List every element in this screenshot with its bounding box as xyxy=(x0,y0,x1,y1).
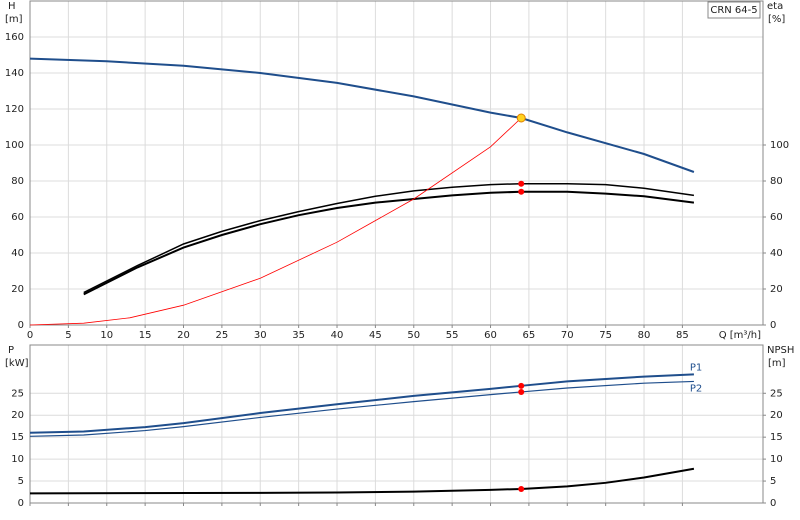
curve xyxy=(83,182,695,294)
y-tick-label: 80 xyxy=(11,176,24,187)
x-tick-label: 40 xyxy=(331,330,344,341)
x-tick-label: 60 xyxy=(484,330,497,341)
legend-box xyxy=(707,1,761,19)
y-tick-label: 0 xyxy=(18,498,24,509)
x-axis-label: Q [m³/h] xyxy=(719,330,761,341)
y-axis-unit: [m] xyxy=(5,14,23,25)
curve xyxy=(29,373,694,434)
y2-tick-label: 0 xyxy=(770,498,776,509)
operating-point xyxy=(518,485,525,492)
y2-tick-label: 80 xyxy=(770,176,783,187)
y-axis-unit: [kW] xyxy=(5,358,29,369)
y2-axis-unit: [m] xyxy=(768,358,786,369)
x-tick-label: 30 xyxy=(254,330,267,341)
y-tick-label: 100 xyxy=(5,140,24,151)
y2-tick-label: 60 xyxy=(770,212,783,223)
curve xyxy=(29,467,695,495)
y2-tick-label: 40 xyxy=(770,248,783,259)
y2-tick-label: 10 xyxy=(770,454,783,465)
y-tick-label: 160 xyxy=(5,32,24,43)
x-tick-label: 0 xyxy=(27,330,33,341)
operating-point xyxy=(518,188,525,195)
y-tick-label: 15 xyxy=(11,432,24,443)
plot-frame xyxy=(29,344,764,504)
curve xyxy=(29,57,695,173)
y2-tick-label: 100 xyxy=(770,140,789,151)
y2-tick-label: 0 xyxy=(770,320,776,331)
y2-tick-label: 20 xyxy=(770,410,783,421)
series-label: P1 xyxy=(690,362,702,373)
y-tick-label: 0 xyxy=(18,320,24,331)
x-tick-label: 25 xyxy=(216,330,229,341)
y2-axis-unit: [%] xyxy=(768,14,785,25)
operating-point xyxy=(518,180,525,187)
y2-axis-label: eta xyxy=(767,1,783,12)
operating-point xyxy=(516,113,526,123)
y2-tick-label: 25 xyxy=(770,388,783,399)
y2-axis-label: NPSH xyxy=(767,345,794,356)
plot-frame xyxy=(29,0,764,326)
operating-point xyxy=(518,382,525,389)
x-tick-label: 20 xyxy=(177,330,190,341)
x-tick-label: 55 xyxy=(446,330,459,341)
x-tick-label: 85 xyxy=(676,330,689,341)
y-tick-label: 40 xyxy=(11,248,24,259)
y-tick-label: 140 xyxy=(5,68,24,79)
curve xyxy=(83,190,695,296)
operating-point xyxy=(518,388,525,395)
x-tick-label: 5 xyxy=(65,330,71,341)
series-label: P2 xyxy=(690,383,702,394)
y2-tick-label: 15 xyxy=(770,432,783,443)
y-tick-label: 10 xyxy=(11,454,24,465)
y-tick-label: 5 xyxy=(18,476,24,487)
x-tick-label: 75 xyxy=(599,330,612,341)
x-tick-label: 35 xyxy=(292,330,305,341)
x-tick-label: 70 xyxy=(561,330,574,341)
y-tick-label: 60 xyxy=(11,212,24,223)
x-tick-label: 45 xyxy=(369,330,382,341)
y-tick-label: 20 xyxy=(11,410,24,421)
y-tick-label: 25 xyxy=(11,388,24,399)
legend-text: CRN 64-5 xyxy=(710,5,757,16)
x-tick-label: 65 xyxy=(523,330,536,341)
y-axis-label: P xyxy=(8,345,14,356)
y-tick-label: 120 xyxy=(5,104,24,115)
y2-tick-label: 5 xyxy=(770,476,776,487)
curve xyxy=(29,117,522,326)
x-tick-label: 15 xyxy=(139,330,152,341)
x-tick-label: 50 xyxy=(407,330,420,341)
y-axis-label: H xyxy=(8,1,16,12)
y2-tick-label: 20 xyxy=(770,284,783,295)
x-tick-label: 10 xyxy=(100,330,113,341)
curve xyxy=(29,380,694,437)
x-tick-label: 80 xyxy=(638,330,651,341)
y-tick-label: 20 xyxy=(11,284,24,295)
